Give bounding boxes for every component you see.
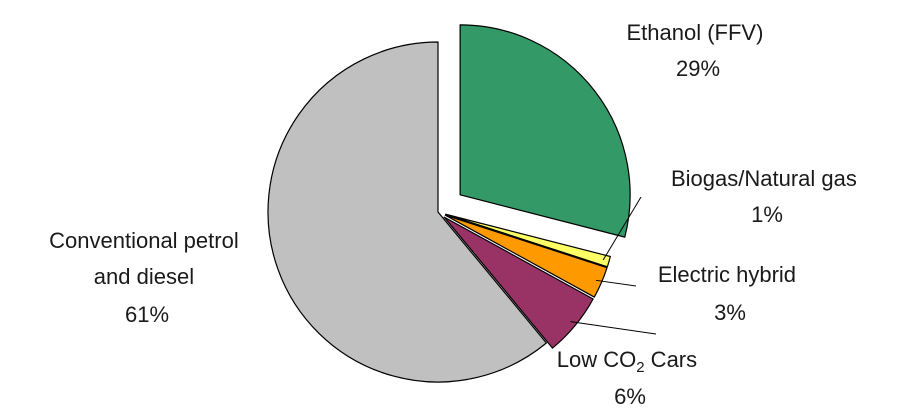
label-electric-pct: 3%: [714, 300, 746, 325]
leader-lines: [570, 196, 657, 335]
pie-slice-biogas: [445, 213, 611, 268]
leader-line-biogas: [602, 196, 642, 261]
label-ethanol: Ethanol (FFV) 29%: [626, 20, 769, 81]
label-conventional-line1: Conventional petrol: [49, 228, 239, 253]
pie-slice-conventional: [267, 41, 547, 383]
label-electric-name: Electric hybrid: [658, 262, 796, 287]
label-lowco2-part1: Low CO: [557, 347, 636, 372]
label-lowco2-subscript: 2: [636, 359, 644, 376]
leader-line-electric: [595, 279, 637, 287]
label-ethanol-name: Ethanol (FFV): [626, 20, 763, 45]
pie-slice-ethanol: [459, 24, 631, 238]
label-biogas-name: Biogas/Natural gas: [671, 166, 857, 191]
label-lowco2-name: Low CO2 Cars: [557, 347, 697, 376]
label-electric: Electric hybrid 3%: [658, 262, 802, 325]
label-lowco2-part2: Cars: [645, 347, 698, 372]
pie-slice-lowco2: [443, 216, 594, 349]
label-lowco2: Low CO2 Cars 6%: [557, 347, 704, 409]
label-ethanol-pct: 29%: [676, 56, 720, 81]
pie-slices: [267, 24, 631, 383]
label-lowco2-pct: 6%: [614, 384, 646, 409]
pie-slice-electric: [444, 214, 608, 298]
label-conventional-pct: 61%: [125, 302, 169, 327]
leader-line-lowco2: [570, 321, 657, 335]
label-biogas-pct: 1%: [751, 202, 783, 227]
label-conventional-line2: and diesel: [94, 264, 194, 289]
label-conventional: Conventional petrol and diesel 61%: [49, 228, 245, 327]
label-biogas: Biogas/Natural gas 1%: [671, 166, 863, 227]
